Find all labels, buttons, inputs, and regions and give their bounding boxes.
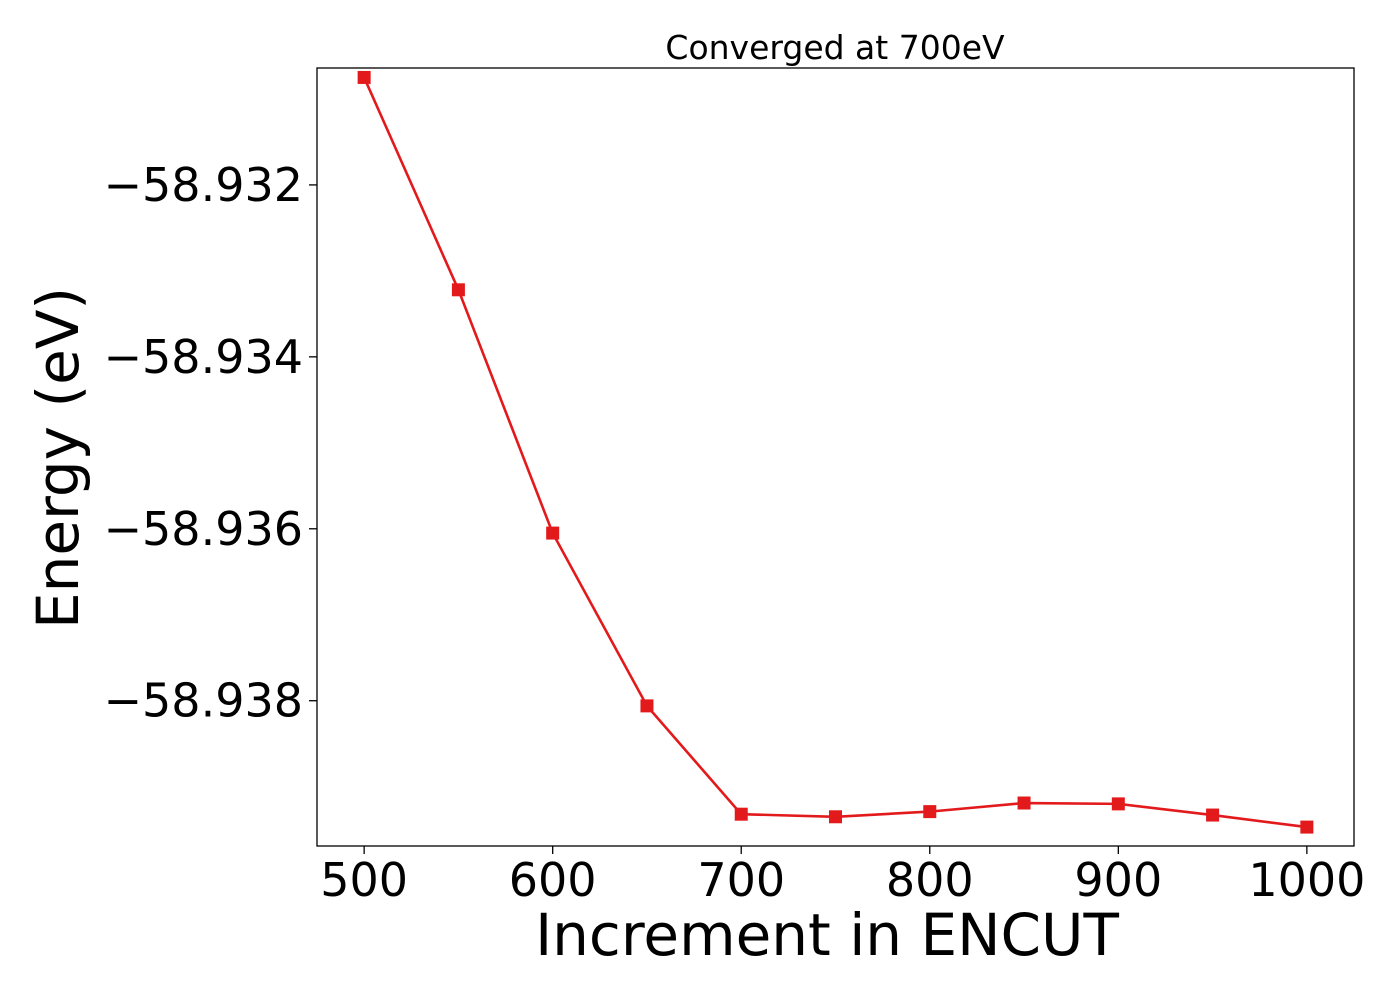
x-axis: 500 600 700 800 900 1000 — [320, 846, 1365, 907]
data-point — [1206, 808, 1220, 822]
x-tick-label: 800 — [886, 853, 974, 907]
data-point — [1017, 796, 1031, 810]
x-axis-label: Increment in ENCUT — [535, 901, 1119, 969]
data-point — [829, 810, 842, 824]
data-point — [546, 526, 560, 540]
data-point — [1300, 820, 1314, 834]
data-point — [923, 805, 937, 819]
data-point — [734, 807, 748, 821]
data-point — [1111, 797, 1125, 811]
plot-frame — [316, 67, 1355, 847]
data-point — [640, 699, 654, 713]
y-tick-label: −58.932 — [104, 158, 304, 212]
data-point — [357, 70, 371, 84]
x-tick-label: 500 — [320, 853, 408, 907]
y-tick-label: −58.936 — [104, 502, 304, 556]
plot-area — [316, 67, 1355, 847]
x-tick-label: 900 — [1074, 853, 1162, 907]
x-tick-label: 700 — [697, 853, 785, 907]
series-layer — [357, 70, 1314, 834]
data-point — [451, 283, 465, 297]
x-tick-label: 600 — [509, 853, 597, 907]
y-tick-label: −58.938 — [104, 674, 304, 728]
y-axis: −58.932 −58.934 −58.936 −58.938 — [104, 158, 317, 728]
y-axis-label: Energy (eV) — [24, 287, 92, 629]
chart-title: Converged at 700eV — [665, 28, 1005, 67]
x-tick-label: 1000 — [1248, 853, 1365, 907]
y-tick-label: −58.934 — [104, 330, 304, 384]
